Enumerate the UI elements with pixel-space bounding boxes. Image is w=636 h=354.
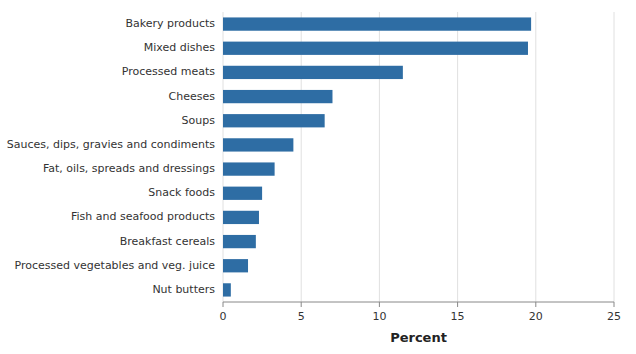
tick-label: 5 <box>298 310 305 323</box>
grid-line <box>457 12 458 302</box>
x-axis-line <box>223 302 614 303</box>
bar <box>223 42 528 55</box>
grid-line <box>614 12 615 302</box>
bar <box>223 211 259 224</box>
category-label: Mixed dishes <box>144 41 215 54</box>
tick-mark <box>379 302 380 307</box>
tick-label: 15 <box>451 310 465 323</box>
tick-mark <box>614 302 615 307</box>
bar <box>223 259 248 272</box>
bar <box>223 114 325 127</box>
chart-container: 0 5 10 15 20 25 Nut butters Processed vegetable… <box>0 0 636 354</box>
category-label: Bakery products <box>125 17 215 30</box>
category-label: Processed meats <box>122 65 216 78</box>
bar <box>223 90 332 103</box>
category-label: Breakfast cereals <box>120 235 216 248</box>
grid-line <box>223 12 224 302</box>
category-label: Snack foods <box>148 186 215 199</box>
category-label: Soups <box>182 114 216 127</box>
category-label: Nut butters <box>152 283 215 296</box>
category-label: Fish and seafood products <box>71 210 215 223</box>
x-axis-label: Percent <box>390 330 447 345</box>
category-label: Cheeses <box>169 90 216 103</box>
bars <box>223 17 531 296</box>
chart-svg: 0 5 10 15 20 25 Nut butters Processed vegetable… <box>0 0 636 354</box>
bar <box>223 235 256 248</box>
tick-label: 0 <box>220 310 227 323</box>
tick-mark <box>301 302 302 307</box>
bar <box>223 162 275 175</box>
grid-line <box>301 12 302 302</box>
bar <box>223 283 231 296</box>
tick-label: 20 <box>529 310 543 323</box>
category-label: Fat, oils, spreads and dressings <box>43 162 215 175</box>
bar <box>223 187 262 200</box>
grid-line <box>379 12 380 302</box>
category-label: Sauces, dips, gravies and condiments <box>7 138 216 151</box>
bar <box>223 17 531 30</box>
tick-mark <box>223 302 224 307</box>
category-label: Processed vegetables and veg. juice <box>15 259 216 272</box>
tick-mark <box>457 302 458 307</box>
tick-mark <box>535 302 536 307</box>
bar <box>223 66 403 79</box>
bar <box>223 138 293 151</box>
grid-line <box>535 12 536 302</box>
tick-label: 10 <box>372 310 386 323</box>
tick-label: 25 <box>607 310 621 323</box>
